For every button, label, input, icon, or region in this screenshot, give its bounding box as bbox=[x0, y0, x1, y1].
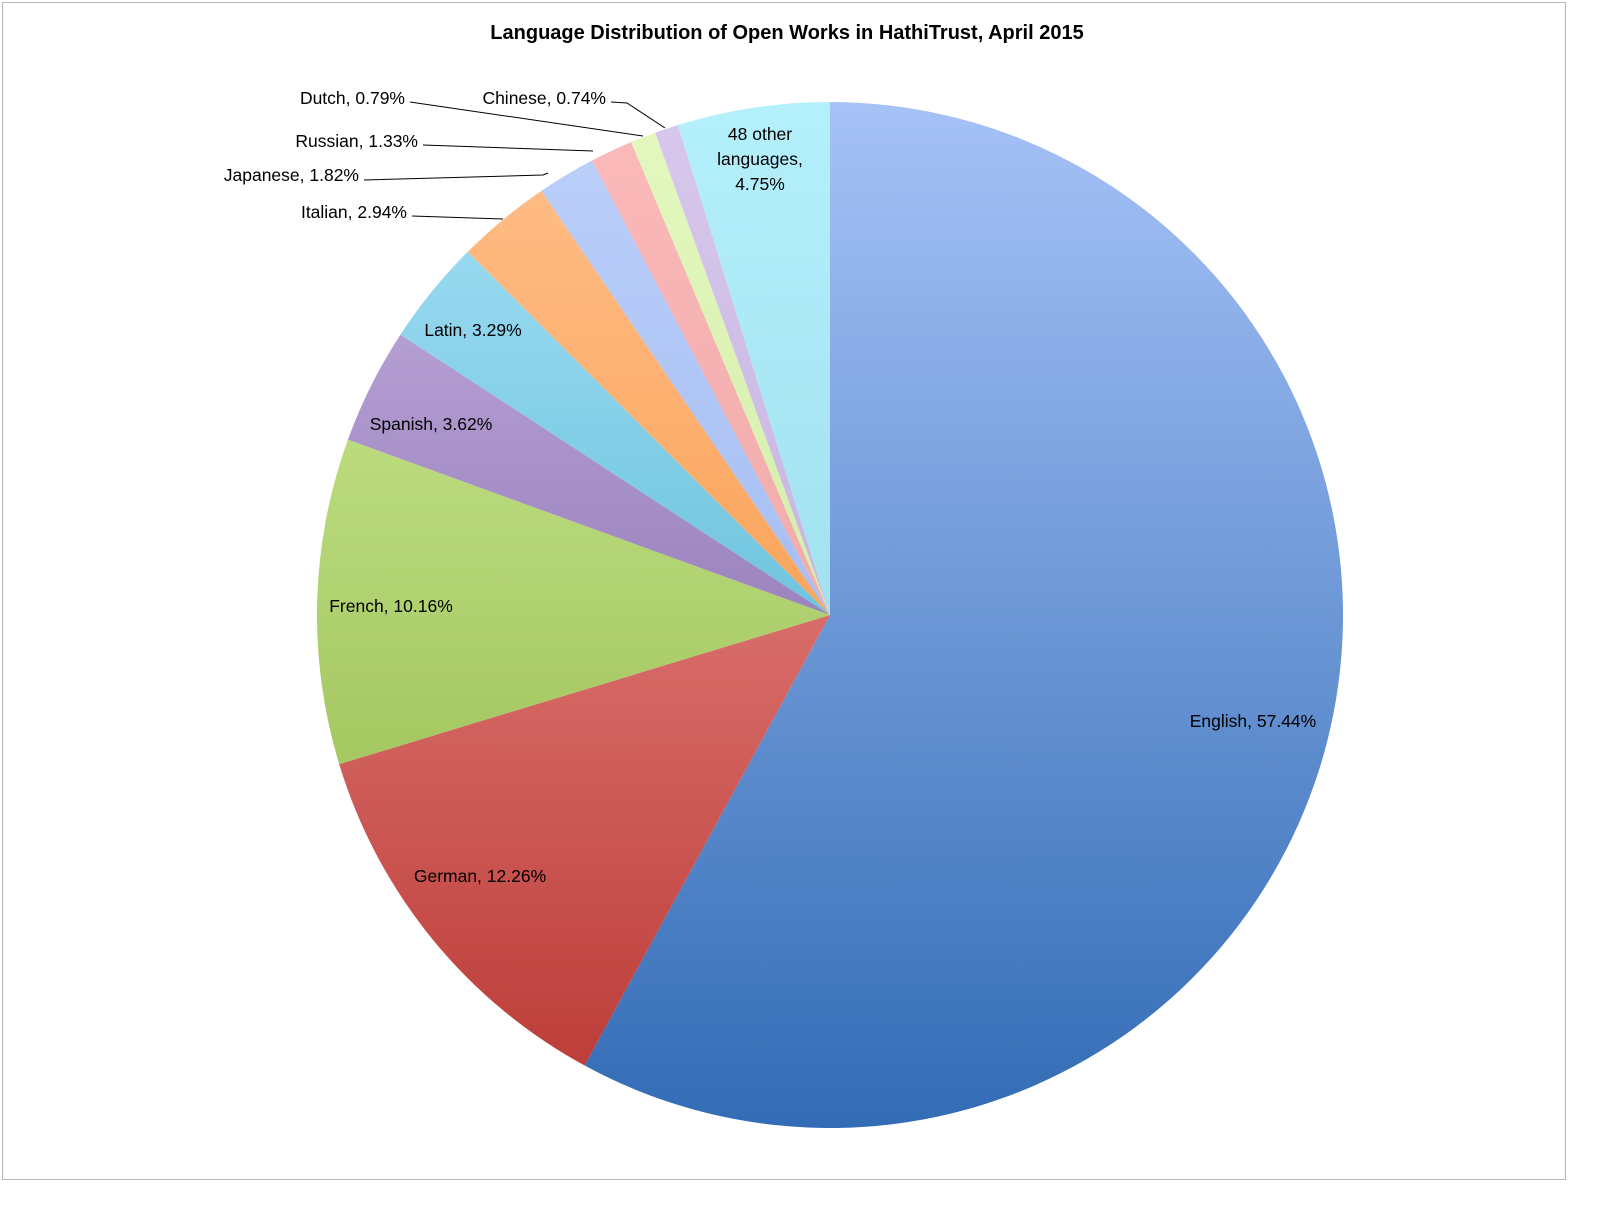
pie-chart: Language Distribution of Open Works in H… bbox=[224, 22, 1344, 1128]
pie-slice-latin bbox=[400, 251, 830, 616]
data-label-german: German, 12.26% bbox=[414, 866, 546, 886]
leader-lines bbox=[363, 101, 666, 220]
chart-frame: Language Distribution of Open Works in H… bbox=[2, 2, 1566, 1180]
data-labels: English, 57.44% German, 12.26% French, 10.… bbox=[224, 88, 1316, 886]
leader-line-italian bbox=[411, 215, 504, 220]
pie-slice-english bbox=[584, 102, 1344, 1128]
data-label-japanese: Japanese, 1.82% bbox=[224, 165, 359, 185]
data-label-dutch: Dutch, 0.79% bbox=[300, 88, 405, 108]
data-label-russian: Russian, 1.33% bbox=[295, 131, 418, 151]
pie-slice-italian bbox=[467, 190, 830, 615]
leader-line-japanese bbox=[363, 172, 549, 181]
pie-slice-dutch bbox=[631, 132, 830, 616]
pie-slice-48-other-languages bbox=[677, 102, 830, 615]
data-label-chinese: Chinese, 0.74% bbox=[482, 88, 606, 108]
pie-slice-french bbox=[317, 439, 830, 765]
data-label-latin: Latin, 3.29% bbox=[424, 320, 521, 340]
data-label-italian: Italian, 2.94% bbox=[301, 202, 407, 222]
chart-title: Language Distribution of Open Works in H… bbox=[490, 22, 1083, 44]
pie-slice-japanese bbox=[541, 160, 830, 616]
leader-line-chinese bbox=[610, 101, 666, 129]
pie-slice-russian bbox=[592, 142, 830, 615]
leader-line-russian bbox=[422, 144, 594, 152]
pie-slices bbox=[317, 102, 1344, 1128]
data-label-english: English, 57.44% bbox=[1190, 711, 1316, 731]
pie-slice-german bbox=[339, 615, 830, 1066]
data-label-french: French, 10.16% bbox=[329, 596, 453, 616]
data-label-48-other-languages: 48 other languages, 4.75% bbox=[717, 124, 803, 194]
pie-slice-spanish bbox=[347, 334, 830, 615]
data-label-spanish: Spanish, 3.62% bbox=[370, 414, 493, 434]
leader-line-dutch bbox=[409, 101, 644, 137]
pie-slice-chinese bbox=[655, 125, 830, 616]
